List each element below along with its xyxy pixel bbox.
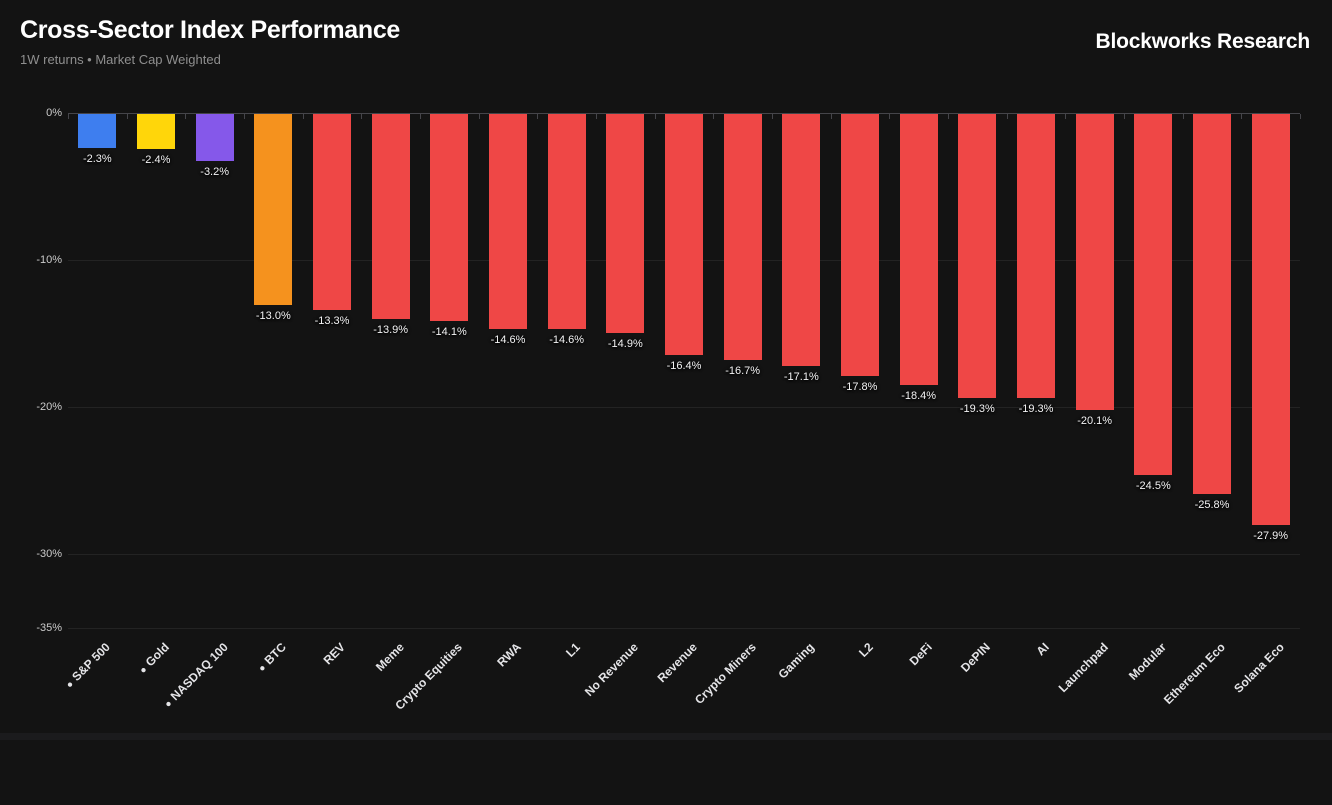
bar-rwa[interactable]	[489, 114, 527, 329]
bar-modular[interactable]	[1134, 114, 1173, 475]
bar-value-label: -17.8%	[842, 380, 878, 393]
gridline--20%	[68, 407, 1300, 409]
bar-value-label: -27.9%	[1253, 529, 1289, 542]
y-axis-tick-label: 0%	[46, 107, 62, 119]
y-axis-tick-label: -20%	[36, 401, 62, 414]
bar-btc[interactable]	[254, 114, 293, 306]
footer-strip	[0, 733, 1332, 740]
bar-depin[interactable]	[958, 114, 997, 398]
bar-value-label: -16.7%	[725, 364, 761, 377]
x-axis-tick	[185, 114, 187, 119]
bar-solana-eco[interactable]	[1251, 114, 1290, 525]
x-axis-tick	[302, 114, 304, 119]
bar-value-label: -13.3%	[314, 314, 350, 327]
bar-value-label: -14.9%	[607, 338, 643, 351]
bar-nasdaq-100[interactable]	[195, 114, 234, 162]
x-axis-tick	[361, 114, 363, 119]
gridline--30%	[68, 554, 1300, 556]
x-axis-tick	[596, 114, 597, 119]
x-axis-tick	[478, 114, 480, 119]
bar-value-label: -25.8%	[1194, 498, 1230, 511]
x-axis-tick	[420, 114, 421, 119]
bar-value-label: -2.3%	[82, 152, 112, 165]
bar-value-label: -17.1%	[783, 370, 819, 383]
bar-value-label: -13.0%	[255, 310, 291, 323]
page-title: Cross-Sector Index Performance	[20, 16, 401, 44]
bar-crypto-miners[interactable]	[723, 114, 762, 360]
bar-l1[interactable]	[547, 114, 586, 329]
bar-l2[interactable]	[841, 114, 879, 376]
x-axis-tick	[948, 114, 949, 119]
x-axis-tick	[537, 114, 539, 119]
bar-value-label: -24.5%	[1135, 479, 1171, 492]
chart-page: Cross-Sector Index Performance 1W return…	[0, 16, 1332, 740]
bar-s-p-500[interactable]	[78, 114, 117, 148]
bar-value-label: -14.1%	[431, 326, 467, 339]
bar-crypto-equities[interactable]	[430, 114, 469, 322]
benchmark-bullet-icon: ●	[137, 664, 150, 677]
bar-value-label: -16.4%	[666, 360, 702, 373]
y-axis-tick-label: -10%	[36, 254, 62, 267]
page-subtitle: 1W returns • Market Cap Weighted	[20, 52, 221, 67]
bar-gaming[interactable]	[782, 114, 821, 366]
bar-value-label: -20.1%	[1077, 414, 1113, 427]
brand-logo: Blockworks Research	[1095, 30, 1311, 53]
gridline--35%	[68, 628, 1300, 629]
x-axis-tick	[1124, 114, 1125, 119]
x-axis-tick	[68, 114, 69, 119]
x-axis-tick	[889, 114, 891, 119]
bar-revenue[interactable]	[665, 114, 703, 356]
bar-value-label: -14.6%	[490, 333, 526, 346]
x-axis-tick	[713, 114, 715, 119]
x-axis-tick	[654, 114, 656, 119]
x-axis-line	[68, 113, 1300, 114]
bar-value-label: -13.9%	[373, 323, 409, 336]
bar-ethereum-eco[interactable]	[1193, 114, 1231, 494]
bar-defi[interactable]	[899, 114, 938, 385]
y-axis-tick-label: -35%	[36, 622, 62, 634]
x-axis-tick	[1300, 114, 1301, 119]
benchmark-bullet-icon: ●	[64, 678, 77, 691]
bar-value-label: -2.4%	[141, 154, 171, 167]
benchmark-bullet-icon: ●	[256, 662, 269, 675]
x-axis-tick	[830, 114, 832, 119]
bar-gold[interactable]	[137, 114, 175, 150]
y-axis-tick-label: -30%	[36, 548, 62, 561]
x-axis-tick	[1006, 114, 1008, 119]
bar-rev[interactable]	[313, 114, 351, 310]
x-axis-tick	[1065, 114, 1067, 119]
benchmark-bullet-icon: ●	[162, 698, 175, 711]
bar-value-label: -14.6%	[549, 333, 585, 346]
bar-ai[interactable]	[1017, 114, 1055, 398]
bar-no-revenue[interactable]	[606, 114, 645, 334]
bar-value-label: -3.2%	[200, 166, 230, 179]
bar-value-label: -18.4%	[901, 389, 937, 402]
x-axis-tick	[126, 114, 128, 119]
x-axis-tick	[772, 114, 773, 119]
x-axis-tick	[244, 114, 245, 119]
bar-launchpad[interactable]	[1075, 114, 1114, 410]
bar-meme[interactable]	[371, 114, 410, 319]
x-axis-tick	[1182, 114, 1184, 119]
x-axis-tick	[1241, 114, 1243, 119]
bar-value-label: -19.3%	[1018, 402, 1054, 415]
bar-value-label: -19.3%	[959, 402, 995, 415]
